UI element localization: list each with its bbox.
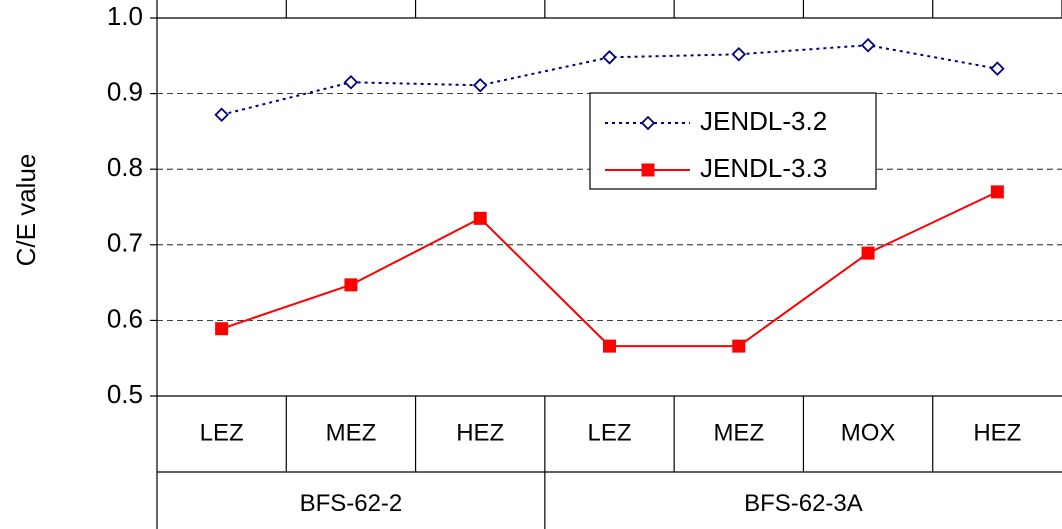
series-line [221, 190, 998, 348]
group-label: BFS-62-2 [300, 490, 403, 517]
data-point [214, 107, 229, 123]
legend-label: JENDL-3.2 [700, 106, 827, 136]
x-tick-label: MEZ [326, 419, 377, 446]
data-point [861, 246, 875, 260]
y-tick-label: 0.6 [107, 303, 143, 333]
data-point [990, 185, 1004, 199]
legend-label: JENDL-3.3 [700, 153, 827, 183]
data-point [215, 322, 229, 336]
legend-marker [640, 115, 656, 131]
data-point [473, 211, 487, 225]
y-tick-label: 0.8 [107, 152, 143, 182]
x-tick-label: MEZ [713, 419, 764, 446]
legend-marker [641, 163, 655, 177]
x-tick-label: LEZ [587, 419, 631, 446]
y-axis-label: C/E value [11, 154, 41, 267]
data-point [731, 47, 747, 62]
y-tick-label: 0.5 [107, 379, 143, 409]
y-tick-label: 0.7 [107, 228, 143, 258]
data-point [343, 74, 359, 90]
x-tick-label: LEZ [200, 419, 244, 446]
y-tick-label: 1.0 [107, 1, 143, 31]
y-tick-label: 0.9 [107, 76, 143, 106]
data-point [860, 37, 876, 53]
x-tick-label: HEZ [456, 419, 504, 446]
legend-box [589, 92, 877, 190]
data-point [472, 78, 488, 93]
group-label: BFS-62-3A [744, 490, 863, 517]
data-point [603, 339, 616, 353]
data-point [602, 50, 617, 65]
x-tick-label: HEZ [973, 419, 1021, 446]
x-tick-label: MOX [841, 419, 896, 446]
data-point [990, 61, 1005, 76]
data-point [344, 278, 358, 292]
data-point [732, 339, 746, 353]
